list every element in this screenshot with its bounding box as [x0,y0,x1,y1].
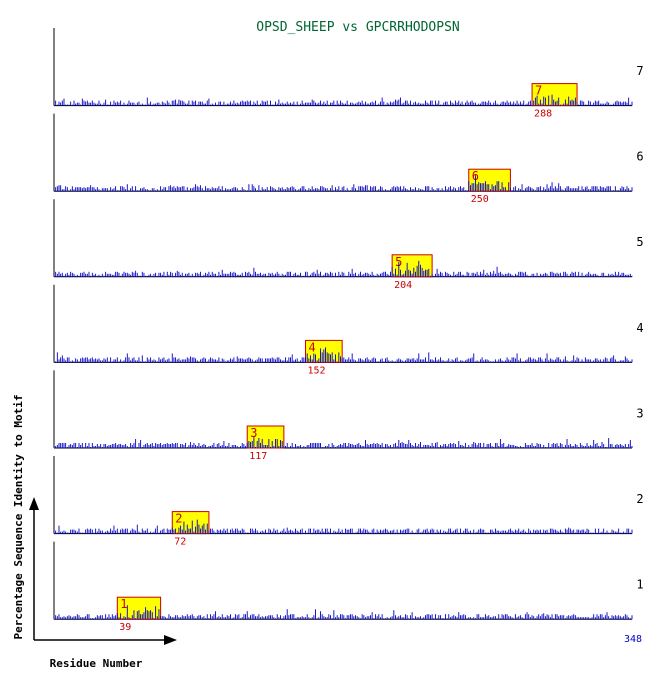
x-axis-label: Residue Number [50,657,143,670]
motif-box-number: 2 [175,512,182,526]
panel-motif-4: 4 152 4 [53,284,644,376]
panel-motif-7: 7 288 7 [53,28,644,120]
panel-motif-index: 5 [636,235,643,249]
y-axis-arrowhead [29,497,39,510]
y-axis-label: Percentage Sequence Identity to Motif [12,394,25,639]
motif-start-label: 72 [174,537,186,548]
panel-motif-3: 3 117 3 [53,370,644,462]
identity-bars [53,260,633,277]
panel-motif-index: 2 [636,492,643,506]
x-axis-end-label: 348 [624,634,642,645]
identity-bars [53,94,633,106]
motif-box-number: 3 [250,426,257,440]
motif-start-label: 250 [471,194,489,205]
motif-start-label: 204 [394,280,412,291]
panel-motif-index: 6 [636,150,643,164]
panel-motif-2: 2 72 2 [53,456,644,548]
motif-start-label: 152 [308,365,326,376]
chart-title: OPSD_SHEEP vs GPCRRHODOPSN [256,20,460,35]
motif-box-number: 7 [535,84,542,98]
identity-bars [53,175,633,192]
motif-box-number: 4 [309,340,316,354]
identity-bars [53,519,633,534]
panel-motif-5: 52045 [53,199,644,291]
motif-start-label: 288 [534,109,552,120]
motif-start-label: 117 [249,451,267,462]
identity-bars [53,605,633,620]
x-axis-arrowhead [164,635,177,645]
motif-start-label: 39 [119,622,131,633]
motif-box-number: 1 [120,597,127,611]
panel-motif-index: 4 [636,321,643,335]
panel-motif-1: 1 39 1 [53,541,644,633]
identity-bars [53,347,633,363]
axis-arrows [29,497,177,645]
panel-motif-index: 1 [636,578,643,592]
panel-motif-index: 7 [636,64,643,78]
panel-motif-6: 62506 [53,113,644,205]
panel-motif-index: 3 [636,406,643,420]
identity-bars [53,437,633,448]
motif-panels: 728876250652045415243117327221391 [53,28,644,633]
